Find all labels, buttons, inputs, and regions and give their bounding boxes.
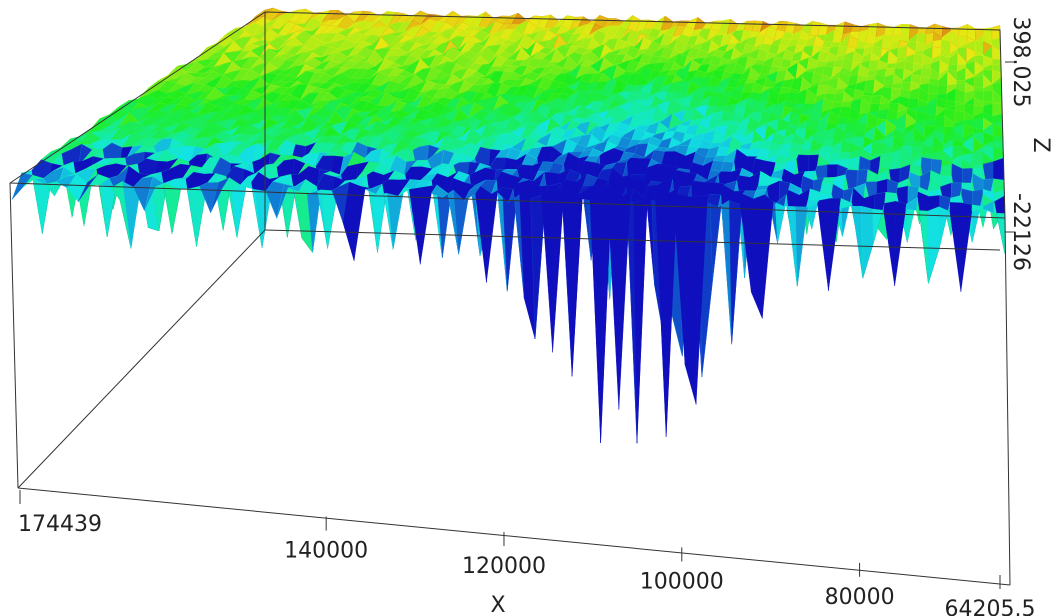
z-tick-label: 398.025 [1008,17,1033,108]
surface-facet [892,23,903,37]
box-top [9,11,1006,219]
box-edge [17,229,266,489]
surface-facet [567,186,584,377]
box-edge [9,182,19,489]
x-tick-label: 100000 [640,569,724,594]
surface-facet [839,151,852,160]
surface-facet [991,24,1001,40]
surface-facet [850,202,864,279]
surface-facet [972,152,984,166]
box-edge [1004,217,1011,586]
surface-facet [915,111,927,122]
x-tick-label: 140000 [284,539,368,564]
surface-facet [795,199,809,287]
z-tick-label: -22126 [1008,193,1033,271]
surface-facet [992,135,1004,142]
surface-facet [974,74,984,89]
surface-facet [840,100,853,107]
surface-facet [868,60,880,71]
surface-facet [937,84,948,95]
x-tick-label: 80000 [825,585,895,610]
surface-facet [927,206,940,284]
x-axis-title: X [490,593,505,616]
surface-facet [928,83,939,95]
surface-facet [921,63,932,69]
x-tick-label: 174439 [18,512,102,537]
surface [11,7,1006,444]
x-tick-label: 120000 [462,554,546,579]
surface-facet [886,63,897,69]
surface-facet [728,194,743,345]
surface-facet [864,79,876,94]
x-tick-label: 64205.5 [945,597,1036,616]
box-edge [264,229,1001,251]
surface-facet [908,98,919,109]
box-edge [17,487,1011,586]
surface-facet [871,142,883,156]
surface-facet [861,205,874,279]
surface-facet [991,58,1002,65]
surface-facet [983,89,993,103]
surface-facet [902,139,914,147]
bounding-box [9,11,1011,586]
z-axis-title: Z [1028,137,1053,152]
surface-facet [958,23,968,38]
surface-facet [822,135,835,147]
surface-facet [932,39,942,49]
surface-facet [870,95,882,105]
surface-facet [11,172,34,200]
